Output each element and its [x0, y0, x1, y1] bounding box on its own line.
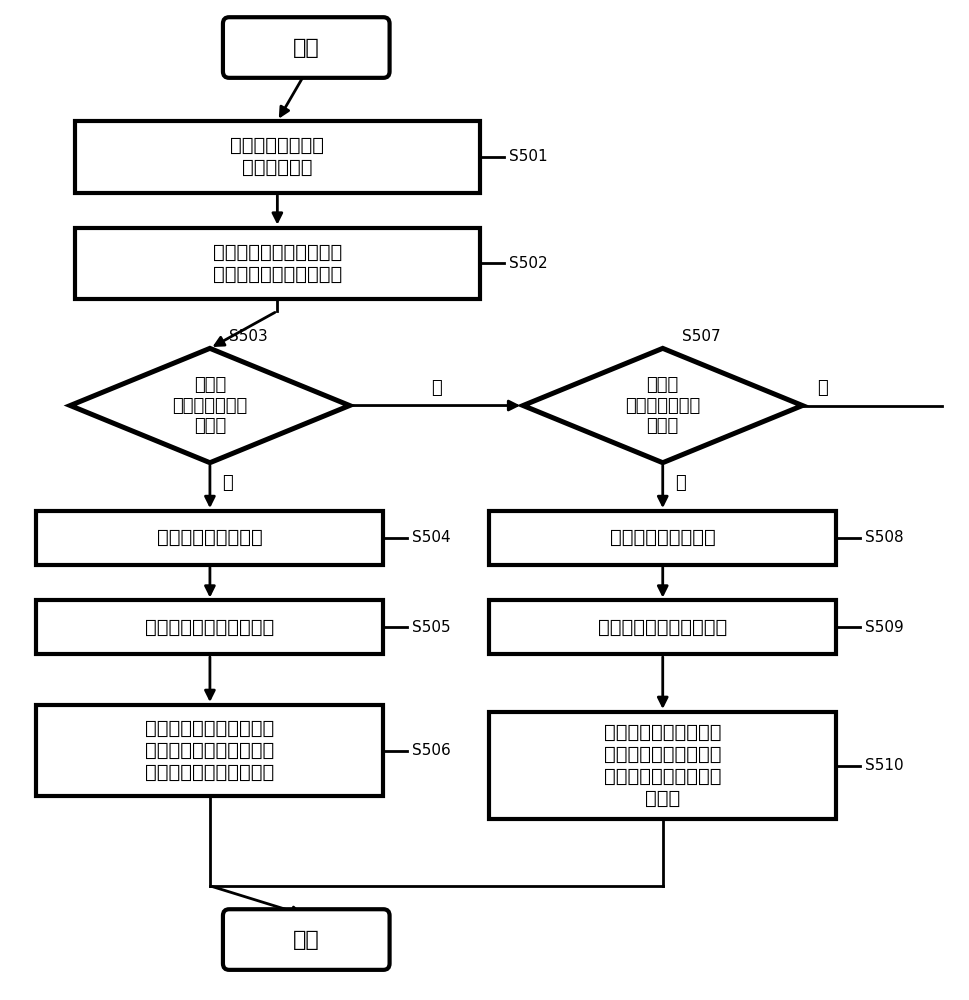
- Polygon shape: [70, 348, 350, 463]
- Bar: [37, 705, 384, 796]
- Text: 检测触摸的连续移动: 检测触摸的连续移动: [610, 528, 716, 547]
- Bar: [37, 511, 384, 565]
- Text: 将从第一屏幕连续的第二
屏幕显示在第二触摸屏上: 将从第一屏幕连续的第二 屏幕显示在第二触摸屏上: [213, 243, 342, 284]
- Text: 检测触摸到达第一触摸屏: 检测触摸到达第一触摸屏: [598, 618, 728, 637]
- Text: S505: S505: [412, 620, 451, 635]
- Text: S502: S502: [509, 256, 547, 271]
- Text: S501: S501: [509, 149, 547, 164]
- Bar: [489, 600, 836, 654]
- Text: S510: S510: [865, 758, 904, 773]
- Bar: [37, 600, 384, 654]
- Text: S504: S504: [412, 530, 451, 545]
- Bar: [489, 712, 836, 819]
- Text: S508: S508: [865, 530, 904, 545]
- Text: 将第一屏幕和第二屏幕改
变为在与第一顺序相应的
多个屏幕中的其他的屏幕: 将第一屏幕和第二屏幕改 变为在与第一顺序相应的 多个屏幕中的其他的屏幕: [145, 719, 274, 782]
- Text: 是: 是: [222, 474, 233, 492]
- Text: S509: S509: [865, 620, 904, 635]
- Text: 将第一屏幕显示在
第一触摸屏上: 将第一屏幕显示在 第一触摸屏上: [231, 136, 325, 177]
- FancyBboxPatch shape: [223, 17, 390, 78]
- Bar: [75, 121, 480, 193]
- Bar: [489, 511, 836, 565]
- Text: 是: 是: [674, 474, 685, 492]
- Text: S507: S507: [682, 329, 721, 344]
- Text: 结束: 结束: [293, 930, 320, 950]
- Polygon shape: [523, 348, 802, 463]
- Text: 检测触摸到达第二触摸屏: 检测触摸到达第二触摸屏: [145, 618, 274, 637]
- Text: 否: 否: [431, 379, 442, 397]
- Bar: [75, 228, 480, 299]
- Text: 检测触摸的连续移动: 检测触摸的连续移动: [157, 528, 263, 547]
- Text: S506: S506: [412, 743, 451, 758]
- Text: 将第一屏幕和第二屏幕
改变为在与第二顺序相
应的多个屏幕中的其他
的屏幕: 将第一屏幕和第二屏幕 改变为在与第二顺序相 应的多个屏幕中的其他 的屏幕: [604, 723, 722, 808]
- Text: 在第二
触摸屏上检测到
触摸？: 在第二 触摸屏上检测到 触摸？: [625, 376, 701, 435]
- FancyBboxPatch shape: [223, 909, 390, 970]
- Text: S503: S503: [230, 329, 268, 344]
- Text: 在第一
触摸屏上检测到
触摸？: 在第一 触摸屏上检测到 触摸？: [172, 376, 247, 435]
- Text: 开始: 开始: [293, 38, 320, 58]
- Text: 否: 否: [817, 379, 828, 397]
